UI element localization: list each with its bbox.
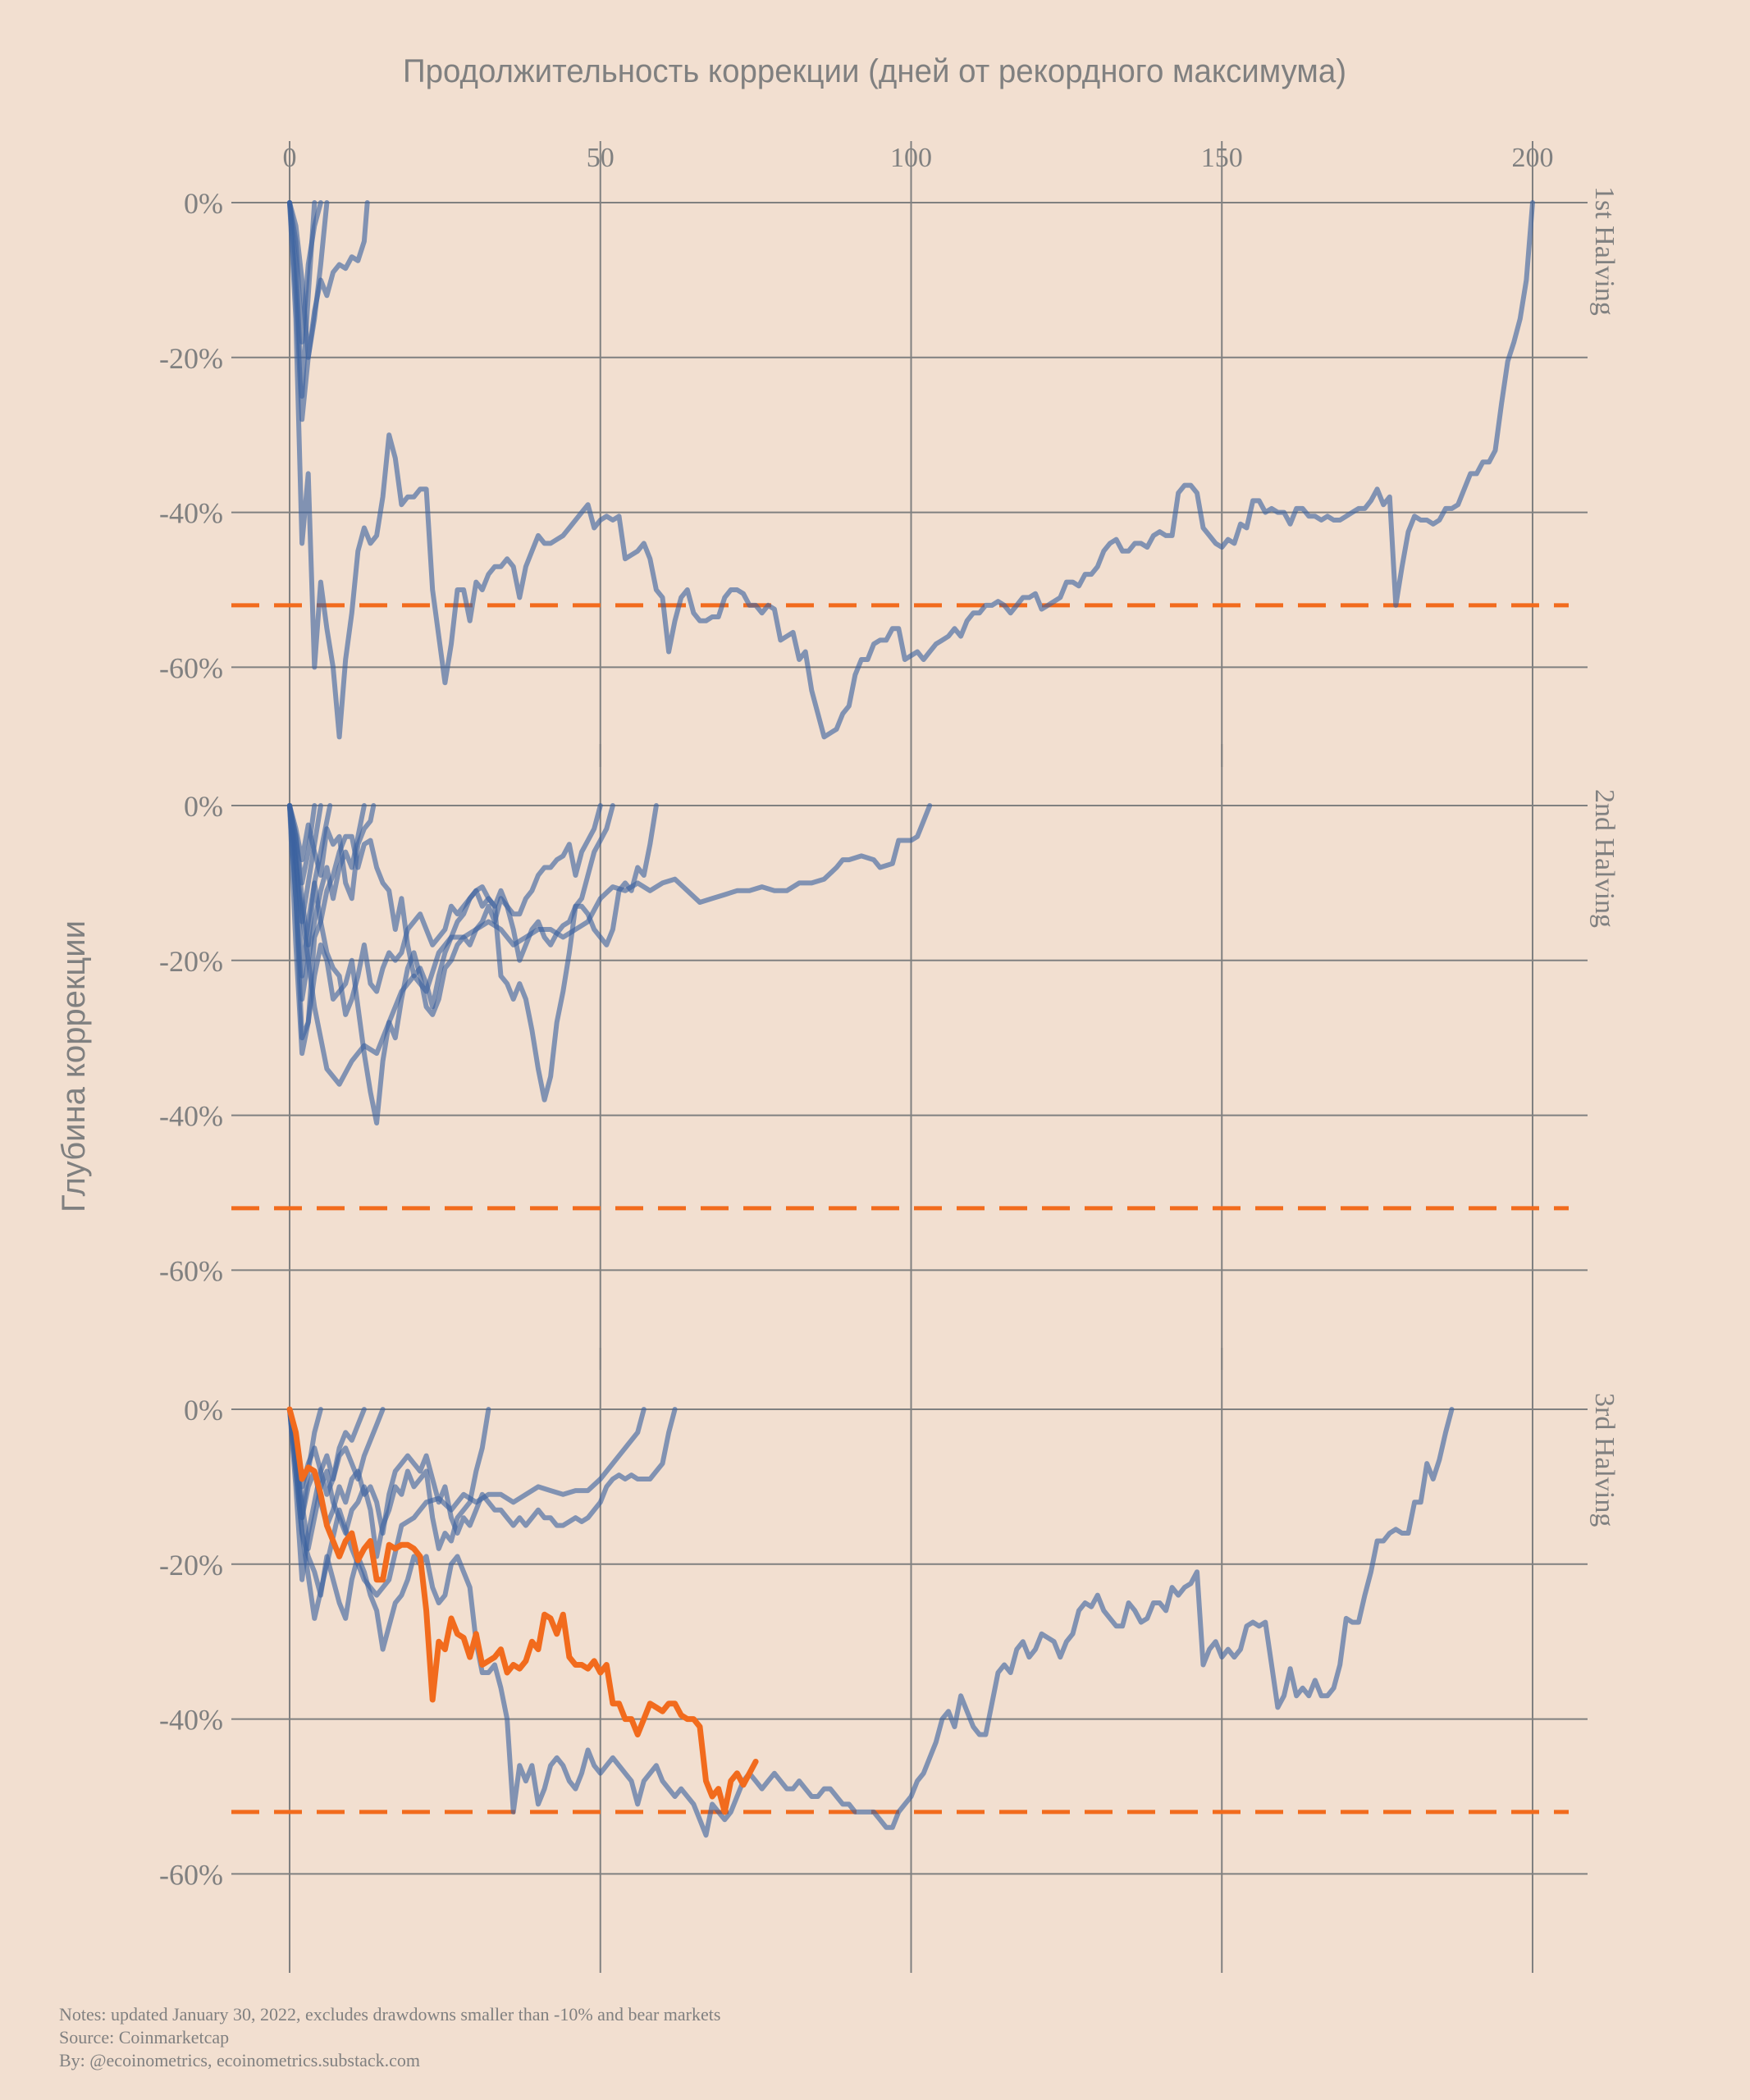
panel-1: 0% -20% -40% -60% 1st Halving	[159, 141, 1620, 767]
y-tick-label: -60%	[159, 1858, 223, 1891]
y-tick-label: -40%	[159, 1704, 223, 1737]
x-axis-title: Продолжительность коррекции (дней от рек…	[403, 53, 1346, 89]
historical-drawdown-line	[287, 803, 659, 1125]
panel-2: 0% -20% -40% -60% 2nd Halving	[159, 744, 1620, 1370]
historical-drawdown-line	[287, 803, 615, 1102]
historical-drawdown-line	[287, 803, 603, 1057]
historical-drawdown-line	[287, 200, 1535, 740]
y-tick-label: 0%	[184, 187, 223, 220]
panel-label: 2nd Halving	[1589, 789, 1620, 928]
y-tick-label: -40%	[159, 1100, 223, 1133]
y-tick-label: -20%	[159, 1549, 223, 1582]
y-tick-label: -60%	[159, 1254, 223, 1287]
y-tick-label: -20%	[159, 342, 223, 375]
current-drawdown-line	[286, 1406, 759, 1815]
footnotes: Notes: updated January 30, 2022, exclude…	[59, 2003, 720, 2072]
historical-drawdown-line	[287, 200, 370, 422]
y-tick-label: -60%	[159, 651, 223, 684]
y-axis-title: Глубина коррекции	[56, 920, 92, 1212]
notes-line: Notes: updated January 30, 2022, exclude…	[59, 2004, 721, 2025]
panel-label: 1st Halving	[1589, 186, 1620, 316]
historical-drawdown-line	[287, 803, 377, 902]
y-tick-label: -20%	[159, 945, 223, 978]
historical-drawdown-line	[287, 1407, 491, 1559]
panel-label: 3rd Halving	[1589, 1393, 1620, 1527]
source-line: Source: Coinmarketcap	[59, 2027, 230, 2048]
panels: 0% -20% -40% -60% 1st Halving 0% -20% -40% -60% 2…	[159, 141, 1620, 1973]
panel-3: 0% -20% -40% -60% 3rd Halving	[159, 1348, 1620, 1973]
historical-drawdown-line	[287, 1407, 678, 1536]
credits-line: By: @ecoinometrics, ecoinometrics.substa…	[59, 2050, 420, 2070]
y-tick-label: 0%	[184, 790, 223, 823]
x-tick-labels: 0 50 100 150 200	[283, 143, 1554, 173]
historical-drawdown-line	[287, 803, 933, 1087]
historical-drawdown-line	[287, 1407, 1455, 1838]
historical-drawdown-line	[287, 1407, 367, 1582]
y-tick-label: 0%	[184, 1394, 223, 1427]
y-tick-label: -40%	[159, 497, 223, 530]
